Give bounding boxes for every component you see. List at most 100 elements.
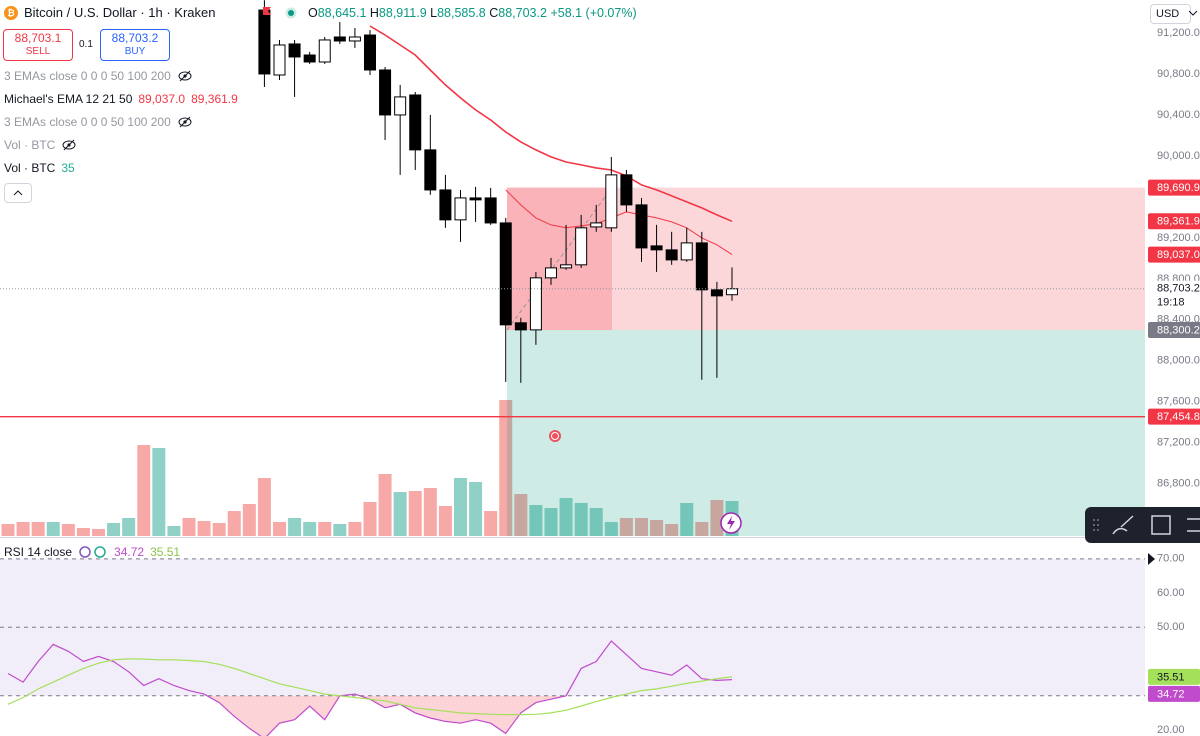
- symbol-title[interactable]: Bitcoin / U.S. Dollar · 1h · Kraken: [24, 5, 216, 20]
- volume-bar: [197, 521, 211, 536]
- indicator-legend[interactable]: Vol · BTC: [4, 138, 77, 152]
- pane-arrow: [1148, 553, 1155, 565]
- y-tick-label: 87,600.0: [1157, 396, 1200, 408]
- ohlc-value: 88,645.1: [317, 6, 367, 20]
- rect-tool[interactable]: [1151, 515, 1171, 535]
- collapse-button[interactable]: [4, 183, 32, 203]
- y-tick-label: 50.00: [1157, 621, 1185, 633]
- value-badge-label: 34.72: [1157, 688, 1185, 700]
- currency: USD: [1156, 8, 1180, 20]
- ohlc-key: H: [369, 6, 379, 20]
- volume-bar: [589, 508, 603, 536]
- currency-button[interactable]: USD: [1150, 4, 1191, 24]
- buy-button[interactable]: 88,703.2 BUY: [100, 29, 170, 61]
- indicator-value: 35: [61, 161, 75, 175]
- y-tick-label: 90,800.0: [1157, 68, 1200, 80]
- indicator-legend[interactable]: Michael's EMA 12 21 50 89,037.0 89,361.9: [4, 92, 238, 106]
- candle-body: [695, 242, 708, 291]
- target-zone: [507, 330, 1145, 536]
- settings-tool[interactable]: [1187, 518, 1200, 532]
- volume-bar: [378, 474, 392, 536]
- ohlc-value: 88,911.9: [378, 6, 427, 20]
- volume-bar: [484, 511, 498, 536]
- candle-body: [499, 222, 512, 326]
- volume-bar: [604, 522, 618, 536]
- volume-bar: [122, 518, 136, 536]
- indicator-label: 3 EMAs close 0 0 0 50 100 200: [4, 69, 171, 83]
- candle-body: [288, 43, 301, 58]
- candle-body: [454, 197, 467, 221]
- volume-bar: [469, 482, 483, 536]
- candle-body: [379, 69, 392, 116]
- candle-body: [650, 245, 663, 251]
- volume-bar: [363, 502, 377, 536]
- ai-icon[interactable]: [718, 511, 744, 535]
- candle-body: [635, 204, 648, 249]
- toolbar-icons: [1093, 515, 1200, 535]
- candle-body: [605, 174, 618, 229]
- volume-bar: [227, 511, 241, 536]
- volume-bar: [529, 505, 543, 536]
- brush-tool[interactable]: [1112, 515, 1134, 535]
- candle-body: [484, 197, 497, 224]
- hidden-icon[interactable]: [61, 138, 77, 152]
- ohlc-key: C: [489, 6, 499, 20]
- sell-button[interactable]: 88,703.1 SELL: [3, 29, 73, 61]
- volume-bar: [453, 478, 467, 536]
- ema-line: [505, 189, 733, 256]
- indicator-label: Vol · BTC: [4, 161, 56, 175]
- candle-body: [665, 249, 678, 261]
- volume-bar: [257, 478, 271, 536]
- position-path: [506, 187, 613, 331]
- price-tag-label: 89,690.9: [1157, 182, 1200, 194]
- price-tag: [1148, 322, 1200, 339]
- hidden-icon[interactable]: [177, 115, 193, 129]
- alert-icon[interactable]: [546, 428, 564, 444]
- dropdown-arrow[interactable]: [1188, 9, 1198, 17]
- indicator-legend[interactable]: Vol · BTC 35: [4, 161, 75, 175]
- volume-bar: [650, 520, 664, 536]
- y-tick-label: 90,400.0: [1157, 109, 1200, 121]
- volume-bar: [348, 522, 362, 536]
- rsi-value: 34.72: [114, 545, 145, 559]
- rsi-icons[interactable]: [78, 545, 108, 559]
- volume-bar: [665, 524, 679, 536]
- rsi-legend[interactable]: RSI 14 close 34.72 35.51: [4, 545, 180, 559]
- volume-bar: [91, 529, 105, 536]
- ohlc-value: 88,703.2: [498, 6, 547, 20]
- volume-bar: [544, 508, 558, 536]
- y-tick-label: 70.00: [1157, 553, 1185, 565]
- volume-bar: [46, 522, 60, 536]
- ohlc-key: O: [308, 6, 318, 20]
- status-dot: [285, 7, 297, 19]
- volume-bar: [438, 506, 452, 536]
- price-tag: [1148, 179, 1200, 196]
- candle-body: [424, 149, 437, 191]
- y-tick-label: 86,800.0: [1157, 478, 1200, 490]
- candle-body: [394, 96, 407, 116]
- indicator-label: 3 EMAs close 0 0 0 50 100 200: [4, 115, 171, 129]
- volume-bar: [499, 400, 513, 536]
- volume-bar: [514, 494, 528, 536]
- candle-body: [469, 197, 482, 201]
- hidden-icon[interactable]: [177, 69, 193, 83]
- chevron: [13, 190, 23, 196]
- volume-bar: [1, 524, 15, 536]
- candle-body: [348, 36, 361, 42]
- ohlc-legend: O88,645.1 H88,911.9 L88,585.8 C88,703.2 …: [308, 5, 637, 21]
- y-tick-label: 20.00: [1157, 724, 1185, 736]
- indicator-legend[interactable]: 3 EMAs close 0 0 0 50 100 200: [4, 69, 193, 83]
- flag-icon[interactable]: [262, 6, 272, 20]
- volume-bar: [76, 528, 90, 536]
- volume-bar: [212, 523, 226, 536]
- indicator-legend[interactable]: 3 EMAs close 0 0 0 50 100 200: [4, 115, 193, 129]
- symbol-header: ₿ Bitcoin / U.S. Dollar · 1h · Kraken: [4, 5, 215, 21]
- volume-bar: [423, 488, 437, 536]
- change: +58.1 (+0.07%): [550, 6, 637, 20]
- ohlc-key: L: [430, 6, 438, 20]
- rsi-title: RSI 14 close: [4, 545, 73, 559]
- volume-bar: [318, 522, 332, 536]
- volume-bar: [288, 518, 302, 536]
- drawing-toolbar: [1085, 507, 1200, 543]
